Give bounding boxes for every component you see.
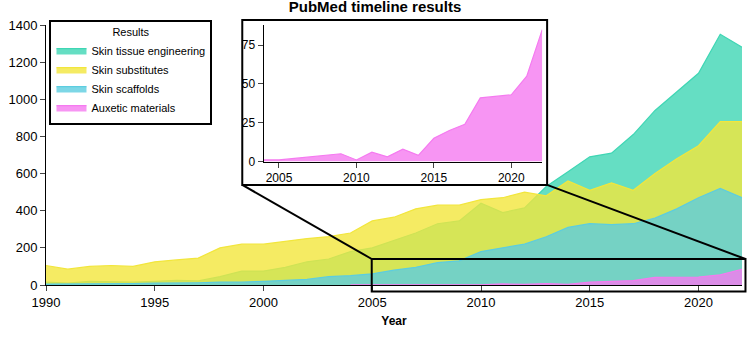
svg-text:PubMed timeline results: PubMed timeline results <box>289 0 462 15</box>
svg-text:2015: 2015 <box>575 295 604 310</box>
svg-text:0: 0 <box>30 278 37 293</box>
svg-text:2015: 2015 <box>420 171 447 185</box>
svg-text:2000: 2000 <box>249 295 278 310</box>
svg-text:1400: 1400 <box>8 18 37 33</box>
svg-text:600: 600 <box>16 166 38 181</box>
svg-text:Skin substitutes: Skin substitutes <box>91 64 169 76</box>
svg-text:200: 200 <box>16 240 38 255</box>
svg-text:1990: 1990 <box>32 295 61 310</box>
svg-text:800: 800 <box>16 129 38 144</box>
svg-text:2005: 2005 <box>266 171 293 185</box>
svg-text:2010: 2010 <box>343 171 370 185</box>
svg-text:2020: 2020 <box>684 295 713 310</box>
svg-text:75: 75 <box>242 38 256 52</box>
svg-text:2020: 2020 <box>498 171 525 185</box>
svg-text:25: 25 <box>242 116 256 130</box>
svg-text:1995: 1995 <box>140 295 169 310</box>
svg-text:0: 0 <box>248 155 255 169</box>
svg-text:Skin scaffolds: Skin scaffolds <box>91 83 159 95</box>
svg-text:2005: 2005 <box>358 295 387 310</box>
svg-text:Year: Year <box>381 314 407 328</box>
svg-text:1200: 1200 <box>8 55 37 70</box>
svg-text:1000: 1000 <box>8 92 37 107</box>
svg-text:50: 50 <box>242 77 256 91</box>
svg-text:Skin tissue engineering: Skin tissue engineering <box>91 45 205 57</box>
svg-text:400: 400 <box>16 203 38 218</box>
svg-text:2010: 2010 <box>467 295 496 310</box>
svg-text:Auxetic materials: Auxetic materials <box>91 102 175 114</box>
svg-text:Results: Results <box>112 26 149 38</box>
